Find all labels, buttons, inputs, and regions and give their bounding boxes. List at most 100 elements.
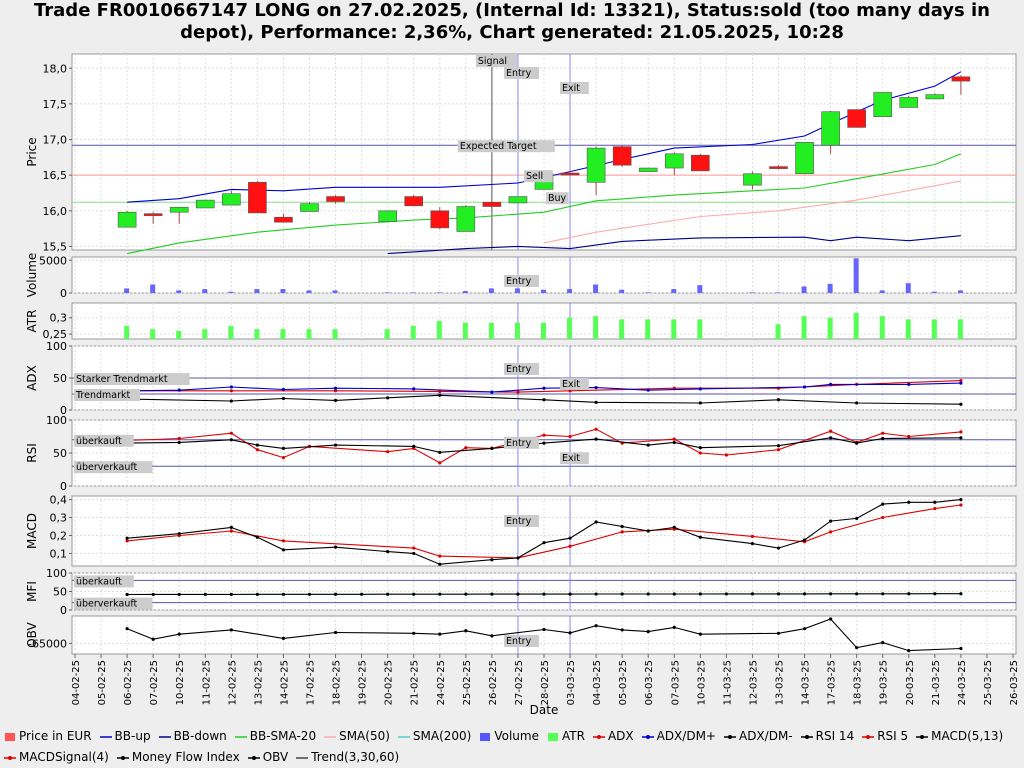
x-tick-label: 20-02-25 <box>384 660 395 705</box>
mfi-line-point <box>776 592 781 596</box>
exit-label: Exit <box>562 83 580 94</box>
atr-bar <box>150 329 156 339</box>
atr-bar <box>462 322 468 339</box>
atr-bar <box>410 325 416 339</box>
macd-entry-label-box <box>503 515 539 527</box>
rsi5-line-point <box>386 450 390 454</box>
volume-bar <box>436 292 442 293</box>
legend-label: ADX/DM+ <box>656 729 716 743</box>
candle <box>248 181 267 214</box>
mfi-oversold-label: überverkauft <box>76 599 138 610</box>
macd-line-point <box>333 545 338 549</box>
legend-item: MACD(5,13) <box>916 726 1003 747</box>
signal-label: Signal <box>478 56 507 67</box>
legend-item: RSI 14 <box>800 726 854 747</box>
adx-dm-plus-line-point <box>229 385 233 389</box>
obv-line-point <box>881 641 885 645</box>
volume-bar <box>280 289 286 293</box>
y-tick-label: 0 <box>60 604 67 617</box>
legend-item: BB-down <box>158 726 227 747</box>
y-tick-label: 0 <box>60 287 67 300</box>
x-axis-label: Date <box>530 703 559 717</box>
signal-label-box <box>475 55 518 67</box>
atr-bar <box>514 322 520 339</box>
macd-signal-line-point <box>568 544 572 548</box>
y-axis-label: Volume <box>25 253 39 298</box>
y-tick-label: 18,0 <box>43 62 68 75</box>
macd-signal-line-point <box>750 534 755 538</box>
volume-bar <box>488 288 494 293</box>
adx-dm-minus-line-point <box>959 402 963 406</box>
y-tick-label: 50 <box>53 372 67 385</box>
y-tick-label: 0,1 <box>50 547 68 560</box>
y-tick-label: 50 <box>53 447 67 460</box>
rsi14-line-point <box>855 441 859 445</box>
rsi-exit-label-box <box>560 452 589 465</box>
legend-swatch <box>916 734 929 739</box>
y-axis-label: Price <box>25 137 39 166</box>
mfi-line-point <box>959 592 963 596</box>
legend-item: SMA(50) <box>324 726 390 747</box>
macd-line-point <box>386 550 390 554</box>
macd-line-point <box>412 551 416 556</box>
macd-signal-line-point <box>959 503 963 507</box>
legend-label: BB-SMA-20 <box>249 729 317 743</box>
mfi-line-point <box>620 592 624 596</box>
atr-bar <box>541 322 546 339</box>
adx-dm-plus-line-point <box>959 381 963 385</box>
macd-signal-line-point <box>829 530 833 534</box>
y-tick-label: 17,0 <box>43 134 68 147</box>
rsi14-line-point <box>672 440 676 445</box>
candle <box>482 201 502 207</box>
rsi-exit-label: Exit <box>562 453 580 464</box>
panel-macd <box>71 495 1017 567</box>
buy-label: Buy <box>548 193 567 204</box>
macd-entry-label: Entry <box>506 516 532 527</box>
y-tick-label: 0 <box>60 480 67 493</box>
macd-signal-line-point <box>881 515 885 520</box>
volume-bar <box>931 291 937 293</box>
macd-line-point <box>516 556 520 560</box>
rsi5-line-point <box>776 448 781 452</box>
obv-line <box>126 618 961 652</box>
legend-label: RSI 5 <box>877 729 909 743</box>
expected-target-label: Expected Target <box>460 141 537 152</box>
adx-dm-minus-line-point <box>229 399 233 403</box>
mfi-line-point <box>907 592 911 596</box>
macd-line-point <box>229 525 233 530</box>
legend-swatch <box>480 732 491 741</box>
rsi5-line-point <box>959 430 963 434</box>
macd-line-point <box>490 558 494 562</box>
macd-line-point <box>438 562 442 566</box>
legend-label: ADX/DM- <box>738 729 793 743</box>
legend-label: OBV <box>262 750 289 764</box>
candle <box>508 196 528 204</box>
legend-label: MACDSignal(4) <box>19 750 109 764</box>
x-tick-label: 13-03-25 <box>775 660 786 705</box>
mfi-overbought-label: überkauft <box>76 576 122 587</box>
mfi-line-point <box>855 592 859 596</box>
rsi-entry-label: Entry <box>506 438 532 449</box>
atr-bar <box>384 329 390 339</box>
candle <box>326 196 345 202</box>
x-tick-label: 18-02-25 <box>332 660 343 705</box>
atr-bar <box>671 319 677 339</box>
rsi-oversold-label-box <box>74 461 153 474</box>
adx-line-point <box>438 389 442 394</box>
legend-item: Price in EUR <box>4 726 92 747</box>
legend-swatch <box>247 755 260 760</box>
legend-label: BB-down <box>173 729 227 743</box>
trend-label-box <box>74 389 140 401</box>
volume-bar <box>410 292 416 293</box>
y-tick-label: -65000 <box>28 637 67 650</box>
x-tick-label: 18-03-25 <box>853 660 864 705</box>
candle <box>404 196 424 207</box>
obv-line-point <box>959 646 963 651</box>
adx-dm-plus-line-point <box>412 387 416 391</box>
atr-bar <box>332 329 338 339</box>
candle <box>795 142 814 175</box>
macd-line-point <box>698 535 702 539</box>
legend-label: ADX <box>607 729 634 743</box>
legend-swatch <box>800 734 813 739</box>
mfi-line-point <box>438 592 442 596</box>
